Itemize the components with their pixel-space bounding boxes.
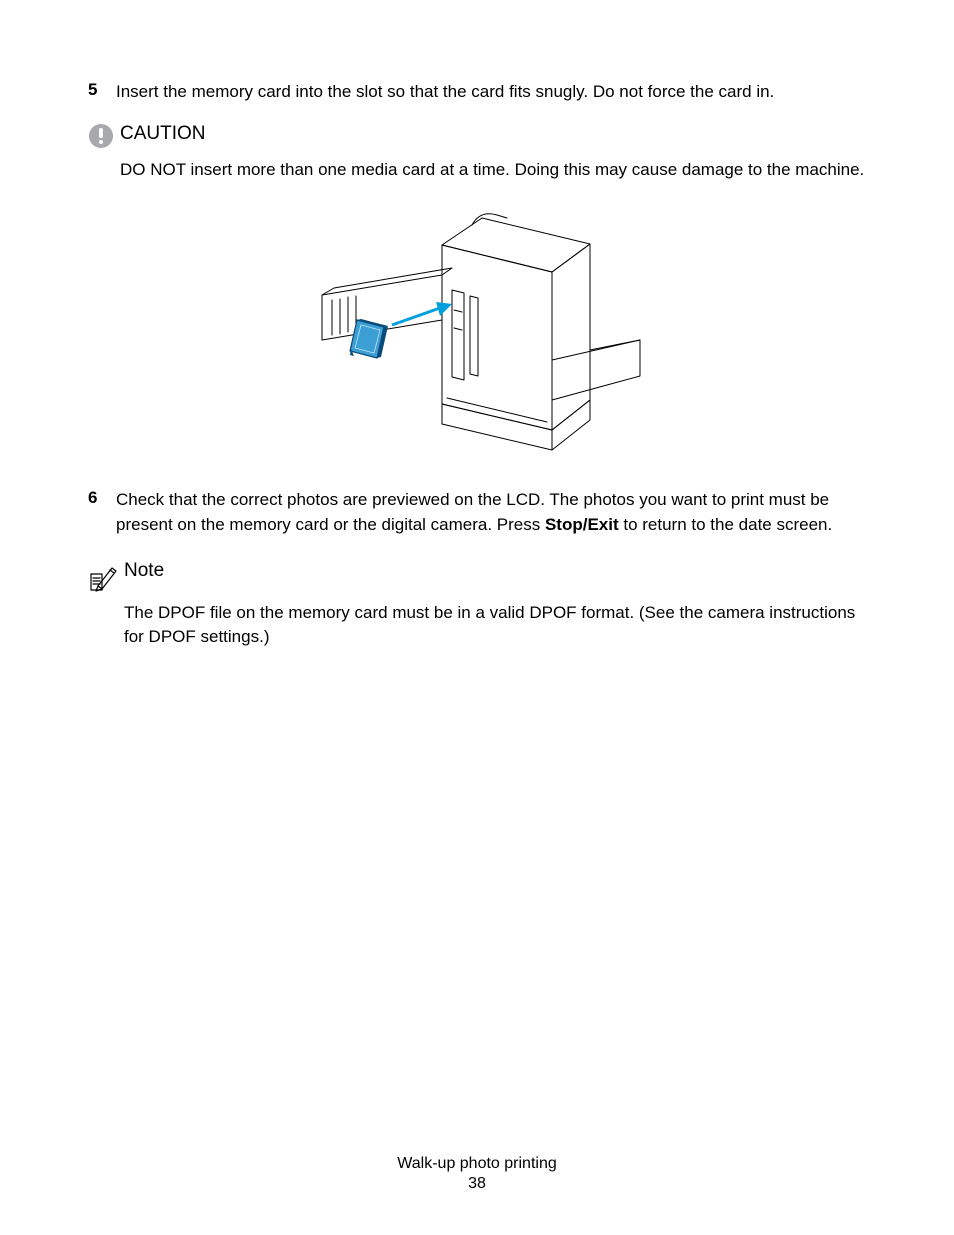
memory-card-graphic — [350, 319, 388, 358]
caution-row: CAUTION — [88, 123, 866, 154]
caution-icon — [88, 123, 116, 154]
step-6-text: Check that the correct photos are previe… — [116, 488, 866, 537]
step-6-tail: to return to the date screen. — [619, 515, 833, 534]
insert-arrow — [392, 302, 452, 325]
note-body: The DPOF file on the memory card must be… — [124, 601, 866, 650]
step-5-number: 5 — [88, 80, 116, 100]
stop-exit-key: Stop/Exit — [545, 515, 619, 534]
step-5: 5 Insert the memory card into the slot s… — [88, 80, 866, 105]
note-icon — [88, 560, 124, 597]
page-footer: Walk-up photo printing 38 — [0, 1155, 954, 1193]
step-5-text: Insert the memory card into the slot so … — [116, 80, 774, 105]
step-6-number: 6 — [88, 488, 116, 508]
footer-title: Walk-up photo printing — [0, 1155, 954, 1173]
note-row: Note — [88, 560, 866, 597]
printer-illustration — [88, 200, 866, 460]
note-label: Note — [124, 560, 164, 582]
footer-page-number: 38 — [0, 1175, 954, 1193]
page-container: 5 Insert the memory card into the slot s… — [0, 0, 954, 1235]
caution-label: CAUTION — [120, 123, 206, 145]
step-6: 6 Check that the correct photos are prev… — [88, 488, 866, 537]
caution-body: DO NOT insert more than one media card a… — [120, 158, 866, 183]
